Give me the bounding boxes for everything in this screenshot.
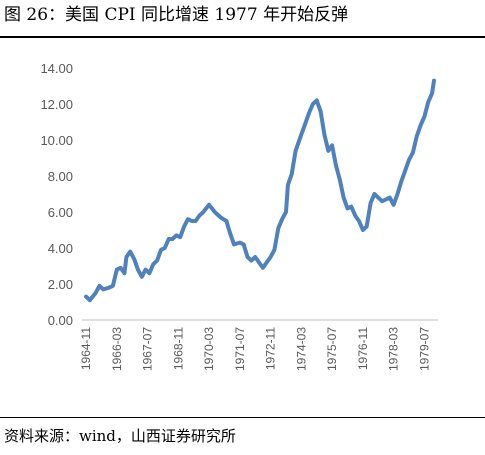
x-tick-label: 1972-11 <box>264 327 278 370</box>
x-tick-label: 1968-11 <box>171 327 185 370</box>
figure-title: 图 26：美国 CPI 同比增速 1977 年开始反弹 <box>4 5 349 25</box>
y-tick-label: 8.00 <box>48 169 73 184</box>
x-tick-label: 1978-03 <box>387 327 401 371</box>
x-tick-label: 1979-07 <box>417 327 431 371</box>
x-tick-label: 1974-03 <box>294 327 308 371</box>
cpi-series-line <box>84 78 436 303</box>
cpi-line-chart: 0.00 2.00 4.00 6.00 8.00 10.00 12.00 14.00 1964… <box>40 61 438 371</box>
x-tick-label: 1966-03 <box>110 327 124 371</box>
y-tick-label: 10.00 <box>40 133 73 148</box>
x-tick-label: 1964-11 <box>79 327 93 370</box>
x-tick-label: 1975-07 <box>325 327 339 371</box>
source-note: 资料来源：wind，山西证券研究所 <box>4 427 236 445</box>
series-layer <box>84 78 436 303</box>
title-rule <box>0 36 485 38</box>
y-tick-label: 14.00 <box>40 61 73 76</box>
x-tick-label: 1970-03 <box>202 327 216 371</box>
y-tick-label: 12.00 <box>40 97 73 112</box>
x-tick-label: 1971-07 <box>233 327 247 371</box>
x-tick-label: 1976-11 <box>356 327 370 370</box>
y-axis: 0.00 2.00 4.00 6.00 8.00 10.00 12.00 14.00 <box>40 61 73 328</box>
x-tick-label: 1967-07 <box>141 327 155 371</box>
y-tick-label: 0.00 <box>48 313 73 328</box>
source-rule <box>0 417 485 418</box>
y-tick-label: 6.00 <box>48 205 73 220</box>
x-axis: 1964-11 1966-03 1967-07 1968-11 1970-03 1971-… <box>79 319 438 371</box>
y-tick-label: 2.00 <box>48 277 73 292</box>
y-tick-label: 4.00 <box>48 241 73 256</box>
